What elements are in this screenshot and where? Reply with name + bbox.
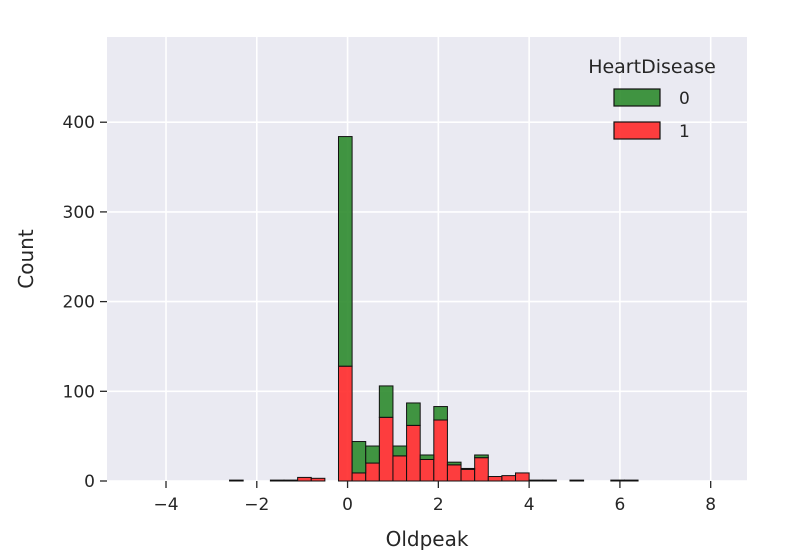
bar-series-1 [515, 472, 530, 482]
bar-series-1 [487, 476, 503, 482]
bar-series-0 [446, 461, 462, 466]
legend: HeartDisease 0 1 [588, 56, 716, 142]
bar-series-1 [542, 479, 557, 482]
bar-series-0 [460, 467, 476, 470]
x-axis-label: Oldpeak [386, 527, 469, 550]
y-tick-label: 0 [84, 472, 95, 492]
bar-series-0 [419, 454, 435, 460]
bar-series-1 [310, 477, 326, 482]
bar-series-1 [419, 458, 435, 482]
bar-series-0 [406, 402, 421, 426]
bar-series-1 [474, 457, 489, 482]
bar-series-1 [569, 479, 585, 482]
y-tick-label: 100 [63, 382, 95, 402]
y-axis-label: Count [14, 229, 38, 289]
bar-series-0 [433, 406, 448, 421]
bar-series-1 [433, 419, 448, 482]
y-tick-label: 300 [63, 203, 95, 223]
bar-series-0 [365, 445, 380, 464]
bar-series-1 [392, 455, 408, 482]
y-tick-label: 400 [63, 113, 95, 133]
bar-series-1 [406, 424, 421, 482]
plot-background [107, 37, 747, 481]
legend-label-0: 0 [679, 89, 690, 109]
legend-swatch-0 [613, 88, 661, 107]
bar-series-1 [446, 464, 462, 482]
bar-series-1 [283, 479, 299, 482]
x-tick-label: 2 [433, 495, 444, 515]
x-axis-ticks: −4 −2 0 2 4 6 8 [153, 481, 716, 515]
bar-series-1 [297, 476, 312, 482]
bar-series-1 [378, 416, 394, 482]
bar-series-1 [337, 365, 353, 482]
bar-series-0 [351, 441, 367, 474]
bar-series-1 [460, 468, 476, 482]
bar-series-1 [269, 479, 285, 482]
x-tick-label: −2 [244, 495, 269, 515]
bar-series-1 [623, 479, 639, 482]
legend-swatch-1 [613, 121, 661, 140]
x-tick-label: 4 [524, 495, 535, 515]
bar-series-0 [378, 385, 394, 418]
bar-series-0 [474, 454, 489, 459]
legend-label-1: 1 [679, 122, 690, 142]
bar-series-0 [337, 136, 353, 367]
legend-title: HeartDisease [588, 56, 716, 78]
bar-series-1 [351, 472, 367, 482]
y-axis-ticks: 0 100 200 300 400 [63, 113, 107, 492]
bar-series-1 [229, 479, 244, 482]
histogram-bars [229, 136, 639, 482]
y-tick-label: 200 [63, 293, 95, 313]
bar-series-1 [528, 479, 544, 482]
x-tick-label: 6 [614, 495, 625, 515]
bar-series-1 [610, 479, 625, 482]
bar-series-1 [501, 475, 517, 482]
x-tick-label: −4 [153, 495, 178, 515]
bar-series-0 [392, 445, 408, 457]
x-tick-label: 0 [342, 495, 353, 515]
bar-series-1 [365, 462, 380, 482]
x-tick-label: 8 [705, 495, 716, 515]
